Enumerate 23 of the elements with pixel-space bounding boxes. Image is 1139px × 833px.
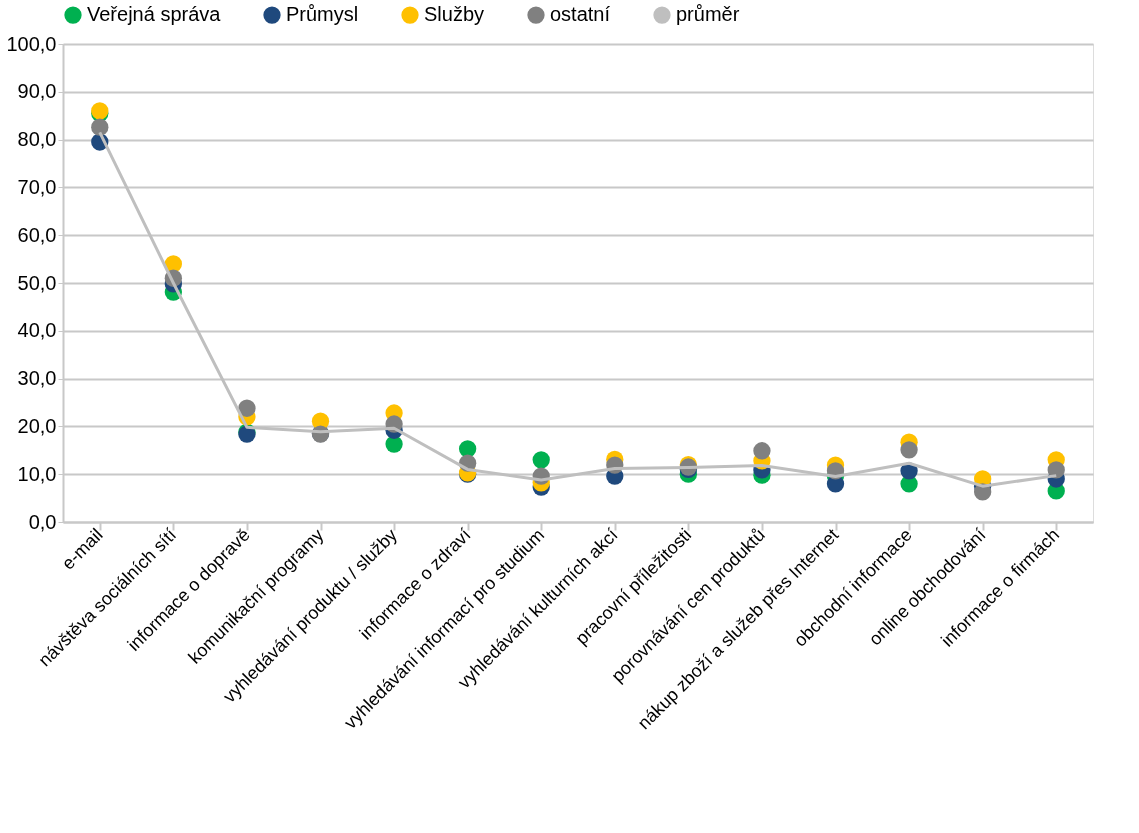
legend-label: Služby [424, 3, 485, 26]
y-tick-label: 70,0 [17, 175, 57, 198]
y-tick-label: 60,0 [17, 223, 57, 246]
point [238, 399, 256, 417]
y-tick-label: 50,0 [17, 271, 57, 294]
y-tick-label: 80,0 [17, 128, 57, 151]
point [532, 451, 550, 469]
point [753, 442, 771, 460]
point [1047, 461, 1065, 479]
y-tick-label: 40,0 [17, 319, 57, 342]
point [458, 440, 477, 458]
legend-label: Průmysl [286, 3, 359, 26]
y-tick-label: 30,0 [17, 367, 57, 390]
legend-label: ostatní [550, 3, 611, 26]
y-tick-label: 10,0 [17, 462, 57, 485]
point [91, 118, 109, 136]
point [900, 441, 918, 459]
y-tick-label: 20,0 [17, 414, 57, 437]
y-tick-label: 0,0 [28, 510, 57, 533]
legend-label: Veřejná správa [87, 3, 222, 26]
legend-label: průměr [676, 3, 740, 26]
y-tick-label: 100,0 [6, 32, 57, 55]
y-tick-label: 90,0 [17, 80, 57, 103]
